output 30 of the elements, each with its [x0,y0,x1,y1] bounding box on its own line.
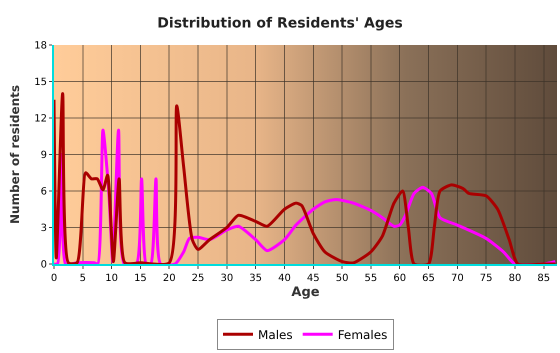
x-tick-label: 65 [422,273,435,284]
legend-label: Females [338,328,388,342]
x-tick-label: 60 [393,273,406,284]
y-axis-title: Number of residents [8,84,22,224]
x-tick-label: 40 [278,273,291,284]
x-tick-label: 75 [480,273,492,284]
x-axis-title: Age [291,285,320,300]
y-tick-label: 18 [34,40,47,52]
legend-label: Males [258,328,293,342]
x-tick-label: 0 [50,273,58,284]
x-tick-label: 10 [105,273,118,284]
x-tick-label: 25 [192,273,204,284]
y-tick-label: 15 [34,77,47,88]
x-tick-label: 35 [249,273,262,284]
y-tick-label: 3 [40,223,47,234]
y-tick-label: 12 [34,114,47,124]
y-tick-label: 6 [40,186,47,198]
x-tick-label: 50 [336,273,348,284]
x-tick-label: 30 [220,273,234,284]
x-tick-label: 15 [134,273,147,284]
x-tick-label: 5 [80,273,86,284]
x-tick-label: 55 [364,273,378,284]
x-tick-label: 45 [306,273,320,284]
x-tick-label: 80 [508,273,522,284]
x-tick-label: 70 [450,273,464,284]
chart-title: Distribution of Residents' Ages [157,15,403,32]
y-tick-label: 0 [40,260,47,270]
y-tick-label: 9 [40,150,47,161]
x-tick-label: 20 [162,273,176,284]
x-tick-label: 85 [537,273,550,284]
